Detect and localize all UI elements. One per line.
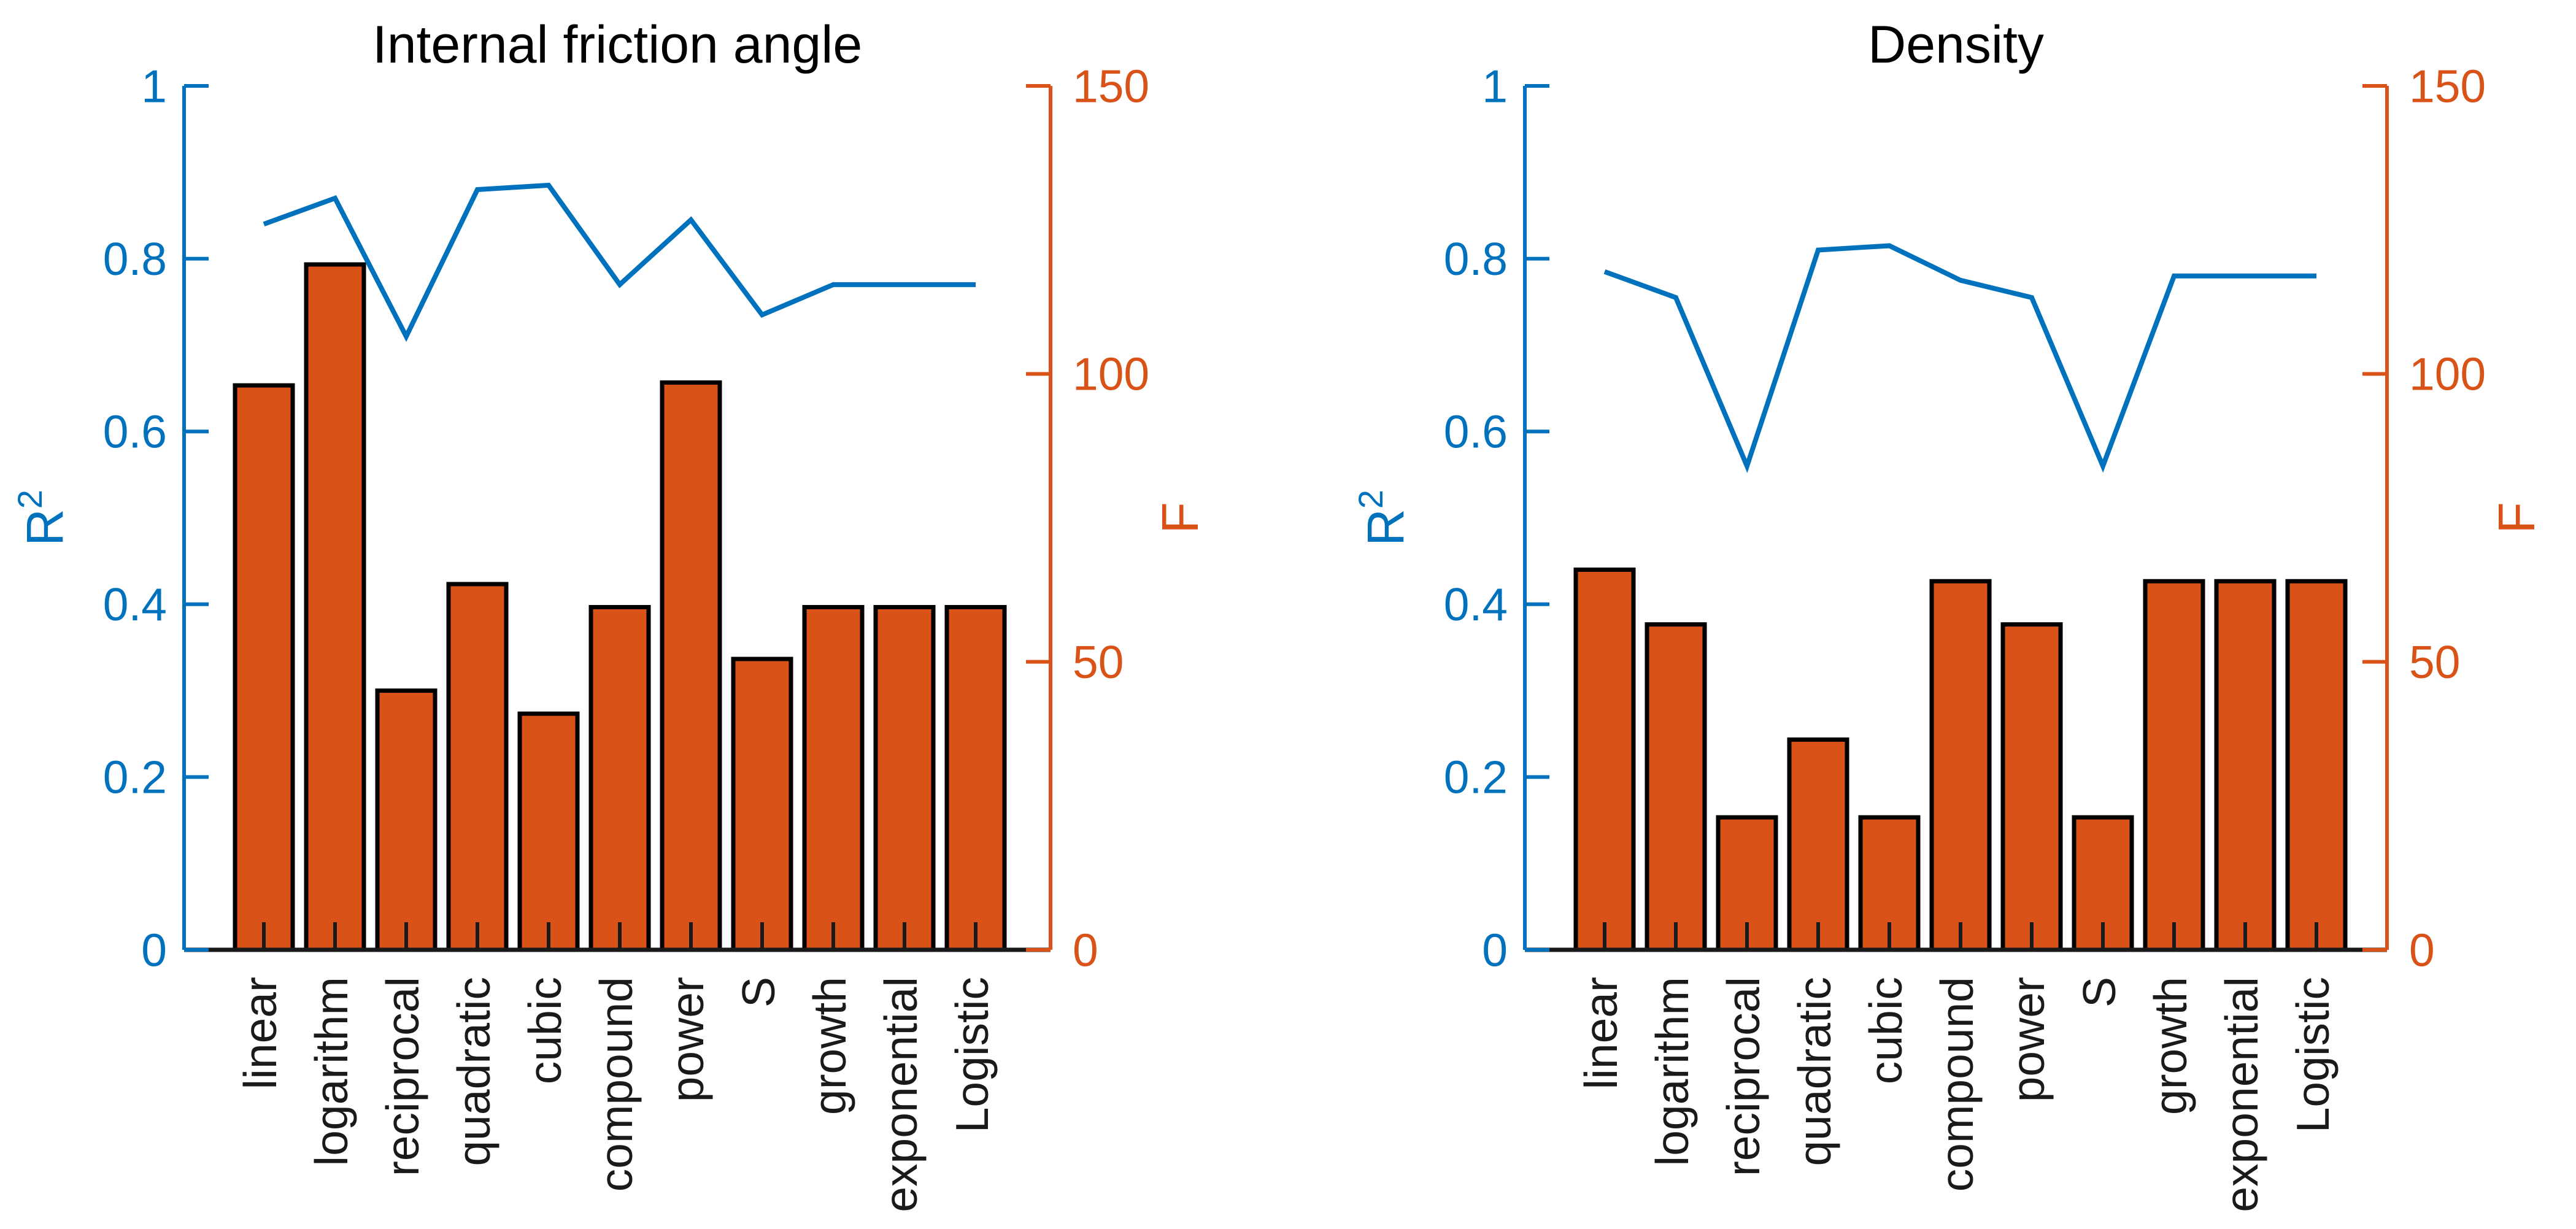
x-tick-label: S — [733, 977, 784, 1007]
r2-tick-label: 0.2 — [1444, 752, 1508, 803]
r2-axis-label-superscript: 2 — [1351, 490, 1390, 509]
x-tick-label: compound — [590, 977, 642, 1192]
x-tick-label: exponential — [875, 977, 927, 1212]
r2-tick-label: 0.4 — [103, 579, 167, 630]
f-bar — [446, 582, 509, 952]
x-tick-label: quadratic — [1789, 977, 1840, 1166]
f-bar — [873, 604, 936, 952]
x-tick-label: Logistic — [946, 977, 998, 1133]
f-bar — [375, 688, 438, 952]
f-tick-label: 50 — [1073, 636, 1124, 688]
f-bar — [802, 604, 865, 952]
x-tick-label: compound — [1931, 977, 1983, 1192]
r2-axis-label: R2 — [1351, 490, 1414, 546]
x-tick-label: linear — [1575, 977, 1627, 1089]
x-tick-label: power — [2002, 977, 2054, 1102]
f-bar — [944, 604, 1007, 952]
x-tick-label: growth — [2145, 977, 2196, 1115]
x-tick-label: exponential — [2216, 977, 2267, 1212]
chart-title: Density — [1868, 15, 2044, 74]
f-axis-label: F — [1151, 502, 1209, 533]
r2-tick-label: 0.8 — [103, 233, 167, 285]
f-bar — [731, 657, 793, 952]
x-tick-label: cubic — [519, 977, 571, 1084]
r2-tick-label: 0 — [141, 924, 167, 976]
r2-tick-label: 1 — [1482, 60, 1508, 112]
x-tick-label: power — [661, 977, 713, 1102]
f-tick-label: 150 — [2409, 60, 2486, 112]
f-tick-label: 150 — [1073, 60, 1149, 112]
f-bar-series — [233, 262, 1007, 952]
f-bar — [2143, 579, 2205, 952]
f-tick-label: 0 — [2409, 924, 2435, 976]
r2-tick-label: 0.8 — [1444, 233, 1508, 285]
r2-tick-label: 0.6 — [1444, 406, 1508, 457]
f-bar — [1929, 579, 1992, 952]
f-bar — [2214, 579, 2277, 952]
x-tick-label: Logistic — [2287, 977, 2339, 1133]
x-tick-label: reciprocal — [377, 977, 428, 1176]
f-axis-label: F — [2488, 502, 2545, 533]
f-tick-label: 0 — [1073, 924, 1098, 976]
x-tick-label: logarithm — [1646, 977, 1698, 1166]
x-tick-label: quadratic — [448, 977, 499, 1166]
panel-density: 0 0.2 0.4 0.6 0.8 1 0 50 100 150 linear logarithm re… — [1351, 15, 2545, 1212]
panel-internal-friction-angle: 0 0.2 0.4 0.6 0.8 1 0 50 100 150 linear logarithm re… — [10, 15, 1209, 1212]
f-bar — [517, 711, 580, 952]
r2-axis-label-superscript: 2 — [10, 490, 49, 509]
f-bar — [2000, 622, 2063, 952]
f-bar — [233, 383, 295, 952]
f-bar — [2285, 579, 2348, 952]
r2-tick-label: 0.6 — [103, 406, 167, 457]
f-bar — [660, 380, 722, 952]
f-tick-label: 100 — [2409, 349, 2486, 400]
r2-tick-label: 0 — [1482, 924, 1508, 976]
r2-axis-label-base: R — [1357, 509, 1414, 546]
r2-tick-label: 0.2 — [103, 752, 167, 803]
r2-tick-label: 0.4 — [1444, 579, 1508, 630]
f-bar — [304, 262, 366, 952]
x-tick-label: reciprocal — [1718, 977, 1769, 1176]
f-bar — [1573, 567, 1636, 952]
f-tick-label: 100 — [1073, 349, 1149, 400]
r2-axis-label: R2 — [10, 490, 74, 546]
x-tick-label: cubic — [1860, 977, 1911, 1084]
r2-line — [1603, 243, 2316, 473]
x-tick-label: growth — [804, 977, 855, 1115]
r2-line — [263, 182, 976, 342]
f-bar — [588, 604, 651, 952]
r2-axis-label-base: R — [16, 509, 74, 546]
r2-tick-label: 1 — [141, 60, 167, 112]
f-bar — [1787, 737, 1849, 952]
x-tick-label: logarithm — [306, 977, 357, 1166]
f-tick-label: 50 — [2409, 636, 2460, 688]
f-bar-series — [1573, 567, 2348, 952]
x-tick-label: S — [2073, 977, 2125, 1007]
f-bar — [1645, 622, 1707, 952]
x-tick-label: linear — [234, 977, 286, 1089]
chart-title: Internal friction angle — [372, 15, 862, 74]
